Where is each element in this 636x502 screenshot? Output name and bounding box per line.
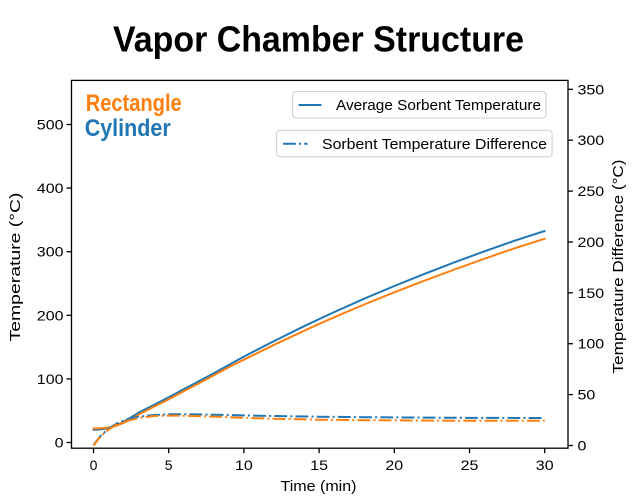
svg-text:0: 0 xyxy=(90,457,98,473)
svg-text:200: 200 xyxy=(37,307,64,323)
svg-text:10: 10 xyxy=(235,457,253,473)
svg-text:350: 350 xyxy=(578,81,605,97)
svg-text:Vapor Chamber Structure: Vapor Chamber Structure xyxy=(113,19,524,60)
svg-text:300: 300 xyxy=(578,132,605,148)
svg-text:25: 25 xyxy=(461,457,479,473)
svg-text:5: 5 xyxy=(165,457,173,473)
svg-text:0: 0 xyxy=(578,438,587,454)
svg-text:15: 15 xyxy=(310,457,328,473)
svg-text:100: 100 xyxy=(37,371,64,387)
svg-text:50: 50 xyxy=(578,387,596,403)
svg-text:300: 300 xyxy=(37,244,64,260)
svg-text:Rectangle: Rectangle xyxy=(86,90,182,117)
svg-text:0: 0 xyxy=(55,435,64,451)
svg-text:30: 30 xyxy=(536,457,554,473)
svg-text:Time (min): Time (min) xyxy=(281,478,357,495)
svg-text:Temperature (°C): Temperature (°C) xyxy=(7,193,24,342)
svg-text:250: 250 xyxy=(578,183,605,199)
svg-text:150: 150 xyxy=(578,285,605,301)
svg-text:Sorbent Temperature Difference: Sorbent Temperature Difference xyxy=(322,137,547,153)
svg-text:Average Sorbent Temperature: Average Sorbent Temperature xyxy=(336,98,541,114)
svg-text:200: 200 xyxy=(578,234,605,250)
svg-text:Cylinder: Cylinder xyxy=(85,115,171,142)
svg-text:Temperature Difference (°C): Temperature Difference (°C) xyxy=(610,160,627,374)
svg-text:100: 100 xyxy=(578,336,605,352)
svg-text:500: 500 xyxy=(37,117,64,133)
svg-text:400: 400 xyxy=(37,180,64,196)
svg-text:20: 20 xyxy=(385,457,403,473)
